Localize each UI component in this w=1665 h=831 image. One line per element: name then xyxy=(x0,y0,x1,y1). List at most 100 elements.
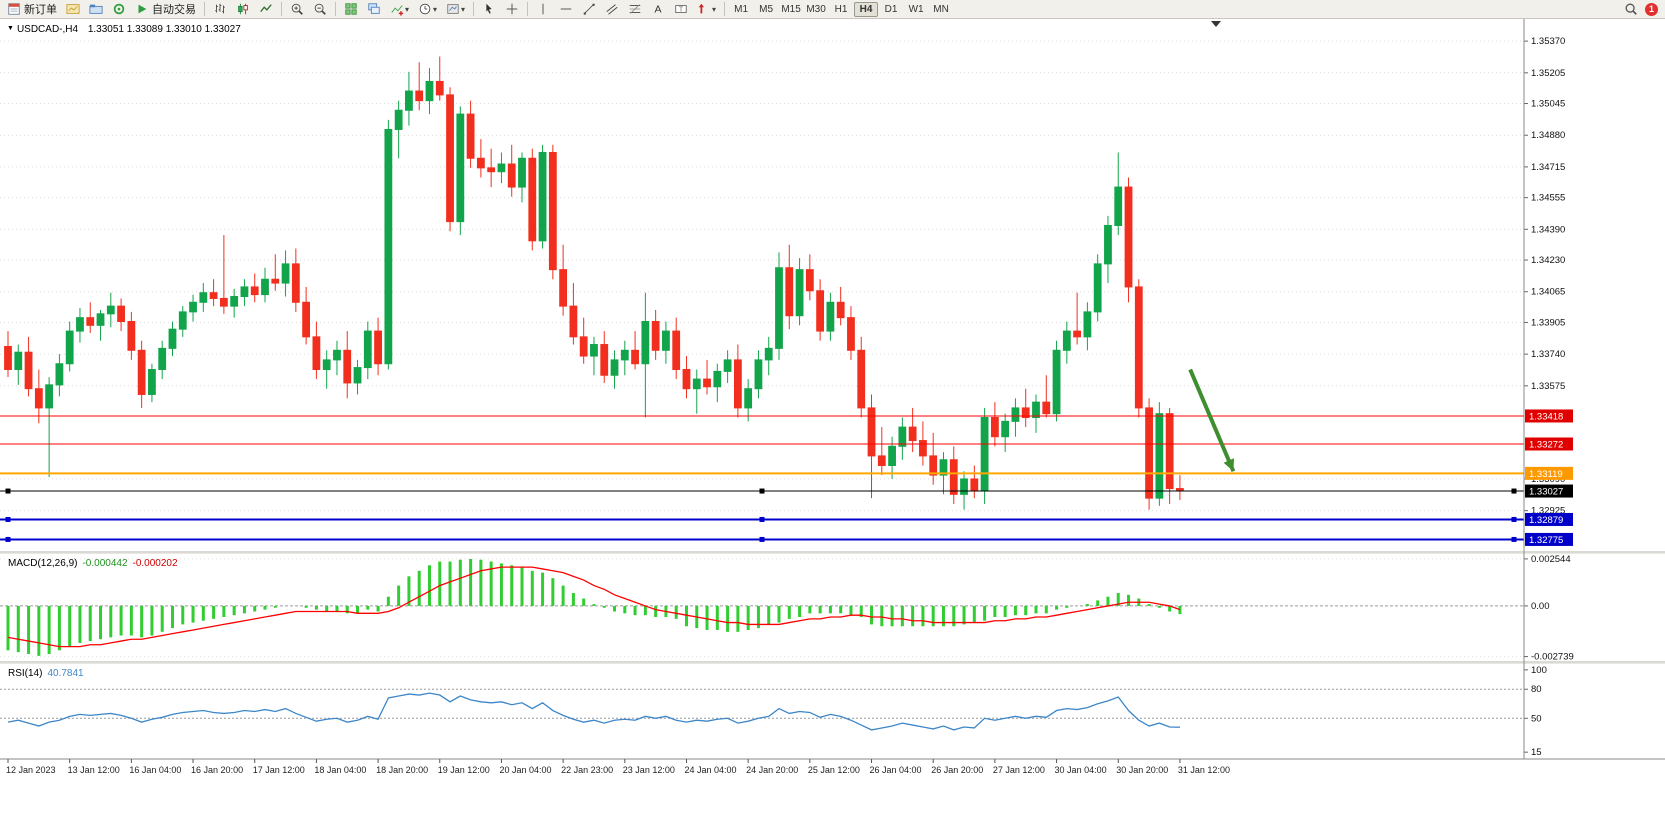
timeframe-m30-button[interactable]: M30 xyxy=(804,2,828,17)
label-button[interactable]: T xyxy=(670,1,692,18)
crosshair-button[interactable] xyxy=(501,1,523,18)
profiles-button[interactable] xyxy=(85,1,107,18)
candle-body xyxy=(1011,407,1020,422)
candlestick-chart-button[interactable] xyxy=(232,1,254,18)
timeframe-w1-button[interactable]: W1 xyxy=(904,2,928,17)
candle-body xyxy=(733,359,742,409)
fibonacci-icon xyxy=(629,4,641,14)
candle-body xyxy=(343,349,352,384)
candle-body xyxy=(189,301,197,313)
candle-body xyxy=(117,305,125,322)
rsi-name: RSI(14) xyxy=(8,668,43,679)
new-order-button[interactable]: 新订单 xyxy=(3,1,61,18)
candle-body xyxy=(34,388,43,409)
price-axis-label: 1.34230 xyxy=(1531,255,1565,266)
search-button[interactable] xyxy=(1620,1,1642,18)
candle-body xyxy=(1001,420,1010,438)
line-handle[interactable] xyxy=(5,488,11,494)
candle-body xyxy=(610,359,619,376)
auto-trading-button[interactable]: 自动交易 xyxy=(131,1,200,18)
trendline-button[interactable] xyxy=(578,1,600,18)
cursor-button[interactable] xyxy=(478,1,500,18)
zoom-out-icon xyxy=(314,3,326,15)
time-axis-label: 26 Jan 04:00 xyxy=(870,765,922,775)
line-chart-button[interactable] xyxy=(255,1,277,18)
candle-body xyxy=(476,157,485,169)
candle-body xyxy=(250,286,259,296)
zoom-in-button[interactable] xyxy=(286,1,308,18)
candle-body xyxy=(199,292,208,303)
candle-body xyxy=(764,347,773,361)
indicators-button[interactable]: ▾ xyxy=(386,1,413,18)
price-axis-label: 1.34390 xyxy=(1531,224,1565,235)
horizontal-line-button[interactable] xyxy=(555,1,577,18)
toolbar-separator xyxy=(527,2,529,16)
timeframe-mn-button[interactable]: MN xyxy=(929,2,953,17)
zoom-out-button[interactable] xyxy=(309,1,331,18)
zoom-in-icon xyxy=(291,3,303,15)
text-button[interactable]: A xyxy=(647,1,669,18)
candle-body xyxy=(148,368,156,395)
candle-body xyxy=(980,417,989,491)
candle-body xyxy=(579,336,588,357)
price-axis-label: 1.34880 xyxy=(1531,130,1565,141)
candle-body xyxy=(805,269,814,292)
strategy-button[interactable] xyxy=(108,1,130,18)
toolbar-separator xyxy=(724,2,726,16)
notification-badge[interactable]: 1 xyxy=(1645,2,1658,16)
candle-body xyxy=(96,313,105,326)
price-axis-label: 1.35370 xyxy=(1531,36,1565,47)
candle-body xyxy=(620,349,629,361)
line-handle[interactable] xyxy=(5,516,11,522)
vertical-line-button[interactable] xyxy=(532,1,554,18)
collapse-triangle-icon[interactable]: ▼ xyxy=(7,25,14,32)
candle-body xyxy=(970,478,979,491)
crosshair-icon xyxy=(506,3,518,15)
periods-button[interactable]: ▾ xyxy=(414,1,441,18)
tile-windows-button[interactable] xyxy=(340,1,362,18)
line-handle[interactable] xyxy=(1511,516,1517,522)
candle-body xyxy=(1032,401,1040,419)
time-axis-label: 24 Jan 04:00 xyxy=(684,765,736,775)
candle-body xyxy=(322,359,331,370)
line-handle[interactable] xyxy=(759,516,765,522)
fibonacci-button[interactable] xyxy=(624,1,646,18)
channel-button[interactable] xyxy=(601,1,623,18)
candle-body xyxy=(682,368,691,390)
line-handle[interactable] xyxy=(1511,536,1517,542)
candle-body xyxy=(888,445,896,467)
rsi-panel-label: RSI(14) 40.7841 xyxy=(8,668,89,679)
time-axis-label: 30 Jan 04:00 xyxy=(1055,765,1107,775)
candle-body xyxy=(826,301,835,332)
line-handle[interactable] xyxy=(1511,488,1517,494)
line-handle[interactable] xyxy=(759,536,765,542)
templates-icon xyxy=(447,4,459,14)
price-badge xyxy=(1525,437,1573,451)
annotation-arrow-head[interactable] xyxy=(1223,458,1235,472)
annotation-arrow[interactable] xyxy=(1188,368,1236,473)
candle-body xyxy=(662,330,670,351)
candle-body xyxy=(466,113,475,159)
price-axis-label: 1.32925 xyxy=(1531,506,1565,517)
strategy-icon xyxy=(113,3,125,15)
line-handle[interactable] xyxy=(759,488,765,494)
arrows-button[interactable]: ▾ xyxy=(693,1,720,18)
charts-button[interactable] xyxy=(62,1,84,18)
toolbar-separator xyxy=(335,2,336,16)
cascade-windows-button[interactable] xyxy=(363,1,385,18)
timeframe-m5-button[interactable]: M5 xyxy=(754,2,778,17)
chart-shift-marker[interactable] xyxy=(1211,21,1221,27)
timeframe-d1-button[interactable]: D1 xyxy=(879,2,903,17)
timeframe-m15-button[interactable]: M15 xyxy=(779,2,803,17)
templates-button[interactable]: ▾ xyxy=(442,1,469,18)
bar-chart-button[interactable] xyxy=(209,1,231,18)
line-handle[interactable] xyxy=(5,536,11,542)
candle-body xyxy=(425,80,434,102)
price-axis-label: 1.35205 xyxy=(1531,68,1565,79)
auto-trading-icon xyxy=(138,4,147,14)
timeframe-m1-button[interactable]: M1 xyxy=(729,2,753,17)
time-axis-label: 22 Jan 23:00 xyxy=(561,765,613,775)
candle-body xyxy=(651,320,660,351)
timeframe-h4-button[interactable]: H4 xyxy=(854,1,879,17)
timeframe-h1-button[interactable]: H1 xyxy=(829,2,853,17)
